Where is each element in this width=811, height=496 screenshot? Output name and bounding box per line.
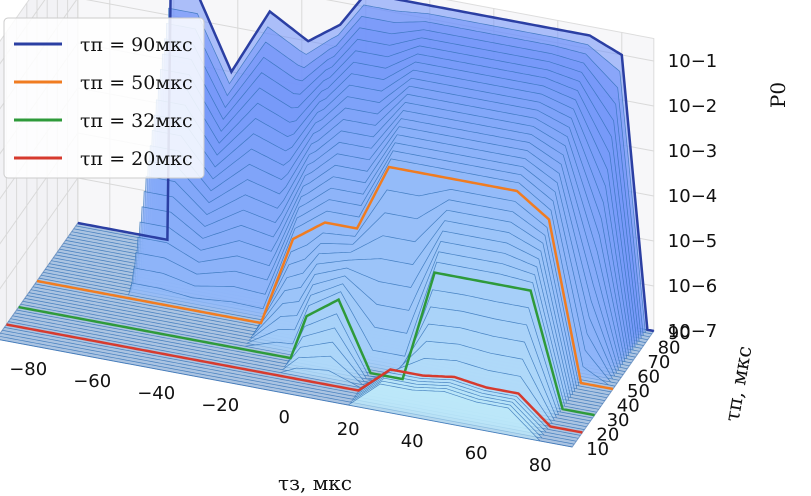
series-line-1 xyxy=(77,0,655,333)
legend-label: τп = 32мкс xyxy=(80,110,193,132)
x-tick: 40 xyxy=(401,431,424,452)
y-tick: 50 xyxy=(627,381,650,402)
legend-label: τп = 20мкс xyxy=(80,148,193,170)
x-tick: 60 xyxy=(465,443,488,464)
x-tick: 80 xyxy=(529,455,552,476)
axis-ticks: −80−60−40−200204060801020304050607080901… xyxy=(9,51,717,476)
y-tick: 80 xyxy=(658,338,681,359)
z-axis-label: P0 xyxy=(766,82,790,108)
z-tick: 10−7 xyxy=(668,321,717,342)
y-tick: 40 xyxy=(617,396,640,417)
series-line-3 xyxy=(18,271,595,417)
y-tick: 60 xyxy=(637,367,660,388)
legend-box xyxy=(3,17,205,179)
x-axis-label: τз, мкс xyxy=(278,471,352,495)
z-tick: 10−4 xyxy=(668,186,717,207)
y-tick: 70 xyxy=(647,352,670,373)
z-tick: 10−3 xyxy=(668,141,717,162)
y-tick: 90 xyxy=(668,323,691,344)
legend: τп = 90мкс τп = 50мкс τп = 32мкс τп = 20мкс xyxy=(3,17,205,179)
legend-label: τп = 50мкс xyxy=(80,72,193,94)
x-tick: −20 xyxy=(201,395,239,416)
x-tick: −80 xyxy=(9,359,47,380)
y-tick: 20 xyxy=(596,425,619,446)
legend-label: τп = 90мкс xyxy=(80,34,193,56)
x-tick: −60 xyxy=(73,371,111,392)
y-tick: 30 xyxy=(607,410,630,431)
x-tick: 20 xyxy=(337,419,360,440)
y-axis-label: τп, мкс xyxy=(720,344,757,423)
z-tick: 10−5 xyxy=(668,231,717,252)
series-line-4 xyxy=(6,323,583,434)
z-tick: 10−2 xyxy=(668,96,717,117)
x-tick: −40 xyxy=(137,383,175,404)
z-tick: 10−6 xyxy=(668,276,717,297)
series-lines xyxy=(6,0,655,434)
series-line-2 xyxy=(36,165,614,391)
z-tick: 10−1 xyxy=(668,51,717,72)
y-tick: 10 xyxy=(586,439,609,460)
x-tick: 0 xyxy=(278,407,289,428)
surface-mesh xyxy=(0,0,654,448)
